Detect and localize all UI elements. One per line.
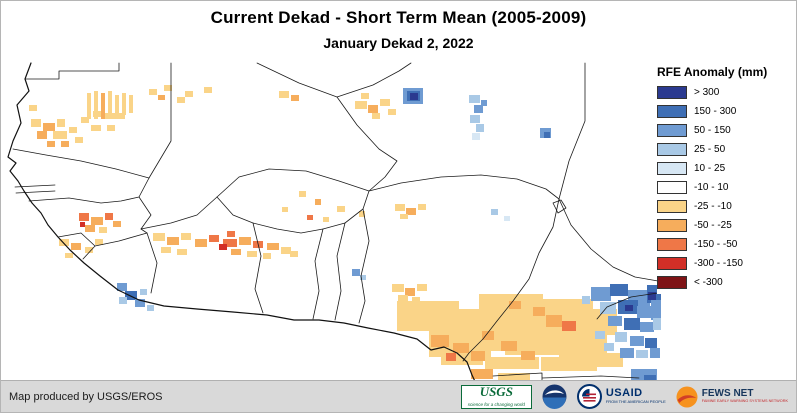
legend-item: 25 - 50 bbox=[657, 142, 795, 156]
usaid-tagline: FROM THE AMERICAN PEOPLE bbox=[605, 399, 666, 404]
legend-label: 10 - 25 bbox=[694, 162, 726, 174]
legend-label: < -300 bbox=[694, 276, 723, 288]
legend-label: > 300 bbox=[694, 86, 720, 98]
legend-title: RFE Anomaly (mm) bbox=[657, 65, 768, 79]
country-borders bbox=[12, 62, 659, 382]
legend-swatch bbox=[657, 180, 687, 194]
legend-swatch bbox=[657, 161, 687, 175]
page-title: Current Dekad - Short Term Mean (2005-20… bbox=[210, 8, 587, 27]
legend-item: 10 - 25 bbox=[657, 161, 795, 175]
usgs-wordmark: USGS bbox=[479, 383, 513, 399]
legend-item: -25 - -10 bbox=[657, 199, 795, 213]
legend-item: -300 - -150 bbox=[657, 256, 795, 270]
noaa-seal-icon bbox=[542, 384, 567, 409]
legend-label: -25 - -10 bbox=[694, 200, 732, 212]
legend-swatch bbox=[657, 85, 687, 99]
legend-label: 150 - 300 bbox=[694, 105, 737, 117]
fewsnet-logo: FEWS NET FAMINE EARLY WARNING SYSTEMS NE… bbox=[676, 386, 788, 408]
footer-bar: Map produced by USGS/EROS USGS science f… bbox=[1, 380, 796, 412]
credit-text: Map produced by USGS/EROS bbox=[9, 390, 163, 403]
fewsnet-tagline: FAMINE EARLY WARNING SYSTEMS NETWORK bbox=[701, 399, 788, 403]
legend-swatch bbox=[657, 275, 687, 289]
footer-logos: USGS science for a changing world USAID bbox=[460, 383, 788, 409]
legend-item: -10 - 10 bbox=[657, 180, 795, 194]
anomaly-patches bbox=[29, 85, 661, 382]
legend-label: -10 - 10 bbox=[694, 181, 729, 193]
legend-item: -150 - -50 bbox=[657, 237, 795, 251]
legend-label: 25 - 50 bbox=[694, 143, 726, 155]
legend-swatch bbox=[657, 104, 687, 118]
legend-items: > 300 150 - 300 50 - 150 25 - 50 10 - 25 -10 … bbox=[657, 85, 795, 289]
legend-item: 50 - 150 bbox=[657, 123, 795, 137]
legend-label: -300 - -150 bbox=[694, 257, 743, 269]
legend-item: 150 - 300 bbox=[657, 104, 795, 118]
usaid-logo: USAID FROM THE AMERICAN PEOPLE bbox=[576, 384, 666, 409]
legend: RFE Anomaly (mm) > 300 150 - 300 50 - 150 2… bbox=[657, 65, 795, 294]
fewsnet-wordmark: FEWS NET bbox=[701, 388, 754, 399]
legend-item: > 300 bbox=[657, 85, 795, 99]
legend-swatch bbox=[657, 218, 687, 232]
usaid-wordmark: USAID bbox=[605, 387, 643, 399]
legend-swatch bbox=[657, 142, 687, 156]
usgs-tagline: science for a changing world bbox=[467, 401, 525, 407]
coastline bbox=[7, 62, 488, 405]
legend-label: -50 - -25 bbox=[694, 219, 732, 231]
usgs-logo: USGS science for a changing world bbox=[460, 383, 532, 409]
legend-swatch bbox=[657, 256, 687, 270]
legend-label: 50 - 150 bbox=[694, 124, 731, 136]
legend-swatch bbox=[657, 237, 687, 251]
page-subtitle: January Dekad 2, 2022 bbox=[323, 35, 474, 51]
legend-item: < -300 bbox=[657, 275, 795, 289]
usaid-seal-icon bbox=[576, 384, 602, 409]
legend-item: -50 - -25 bbox=[657, 218, 795, 232]
fewsnet-globe-icon bbox=[676, 386, 698, 407]
legend-swatch bbox=[657, 199, 687, 213]
legend-swatch bbox=[657, 123, 687, 137]
legend-label: -150 - -50 bbox=[694, 238, 738, 250]
